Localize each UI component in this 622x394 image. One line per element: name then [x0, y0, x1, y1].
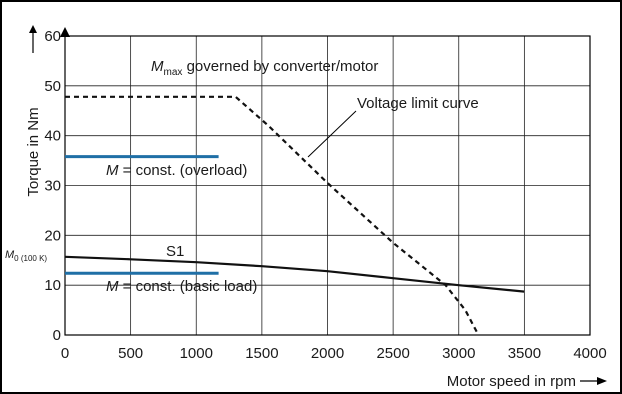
y-axis-title: Torque in Nm	[25, 107, 42, 196]
mmax-sub: max	[164, 67, 183, 78]
x-axis-arrow	[597, 377, 607, 385]
mmax-curve	[65, 95, 480, 336]
y-tick-label: 0	[53, 327, 61, 344]
x-tick-label: 1000	[180, 345, 213, 362]
x-tick-label: 0	[61, 345, 69, 362]
y-tick-label: 20	[44, 227, 61, 244]
s1-annotation: S1	[166, 243, 184, 260]
m0-sub: 0 (100 K)	[14, 254, 47, 263]
x-tick-label: 2000	[311, 345, 344, 362]
basic-load-annotation: M = const. (basic load)	[106, 278, 257, 295]
x-axis-title: Motor speed in rpm	[447, 373, 576, 390]
mmax-annotation: Mmax governed by converter/motor	[151, 58, 378, 78]
m0-label: M0 (100 K)	[5, 249, 47, 263]
voltage-limit-annotation: Voltage limit curve	[357, 95, 479, 112]
m0-main: M	[5, 249, 15, 261]
y-tick-label: 60	[44, 28, 61, 45]
voltage-limit-leader	[307, 110, 357, 158]
y-tick-label: 30	[44, 178, 61, 195]
y-tick-label: 10	[44, 277, 61, 294]
y-tick-label: 50	[44, 78, 61, 95]
tick-labels: 0 500 1000 1500 2000 2500 3000 3500 4000 0 10 20 30 4…	[44, 28, 606, 362]
x-tick-label: 3500	[508, 345, 541, 362]
basic-rest: = const. (basic load)	[119, 278, 258, 295]
x-tick-label: 500	[118, 345, 143, 362]
mmax-main: M	[151, 58, 164, 75]
mmax-rest: governed by converter/motor	[182, 58, 378, 75]
x-tick-label: 3000	[442, 345, 475, 362]
overload-m: M	[106, 162, 119, 179]
plot-area-border	[64, 35, 591, 336]
y-axis-arrow	[60, 27, 70, 37]
series-layer	[64, 95, 525, 336]
y-tick-label: 40	[44, 128, 61, 145]
s1-curve	[64, 255, 525, 293]
overload-rest: = const. (overload)	[119, 162, 248, 179]
x-tick-label: 1500	[245, 345, 278, 362]
overload-annotation: M = const. (overload)	[106, 162, 247, 179]
basic-m: M	[106, 278, 119, 295]
y-title-arrow	[29, 25, 37, 33]
x-tick-label: 2500	[376, 345, 409, 362]
x-tick-label: 4000	[573, 345, 606, 362]
